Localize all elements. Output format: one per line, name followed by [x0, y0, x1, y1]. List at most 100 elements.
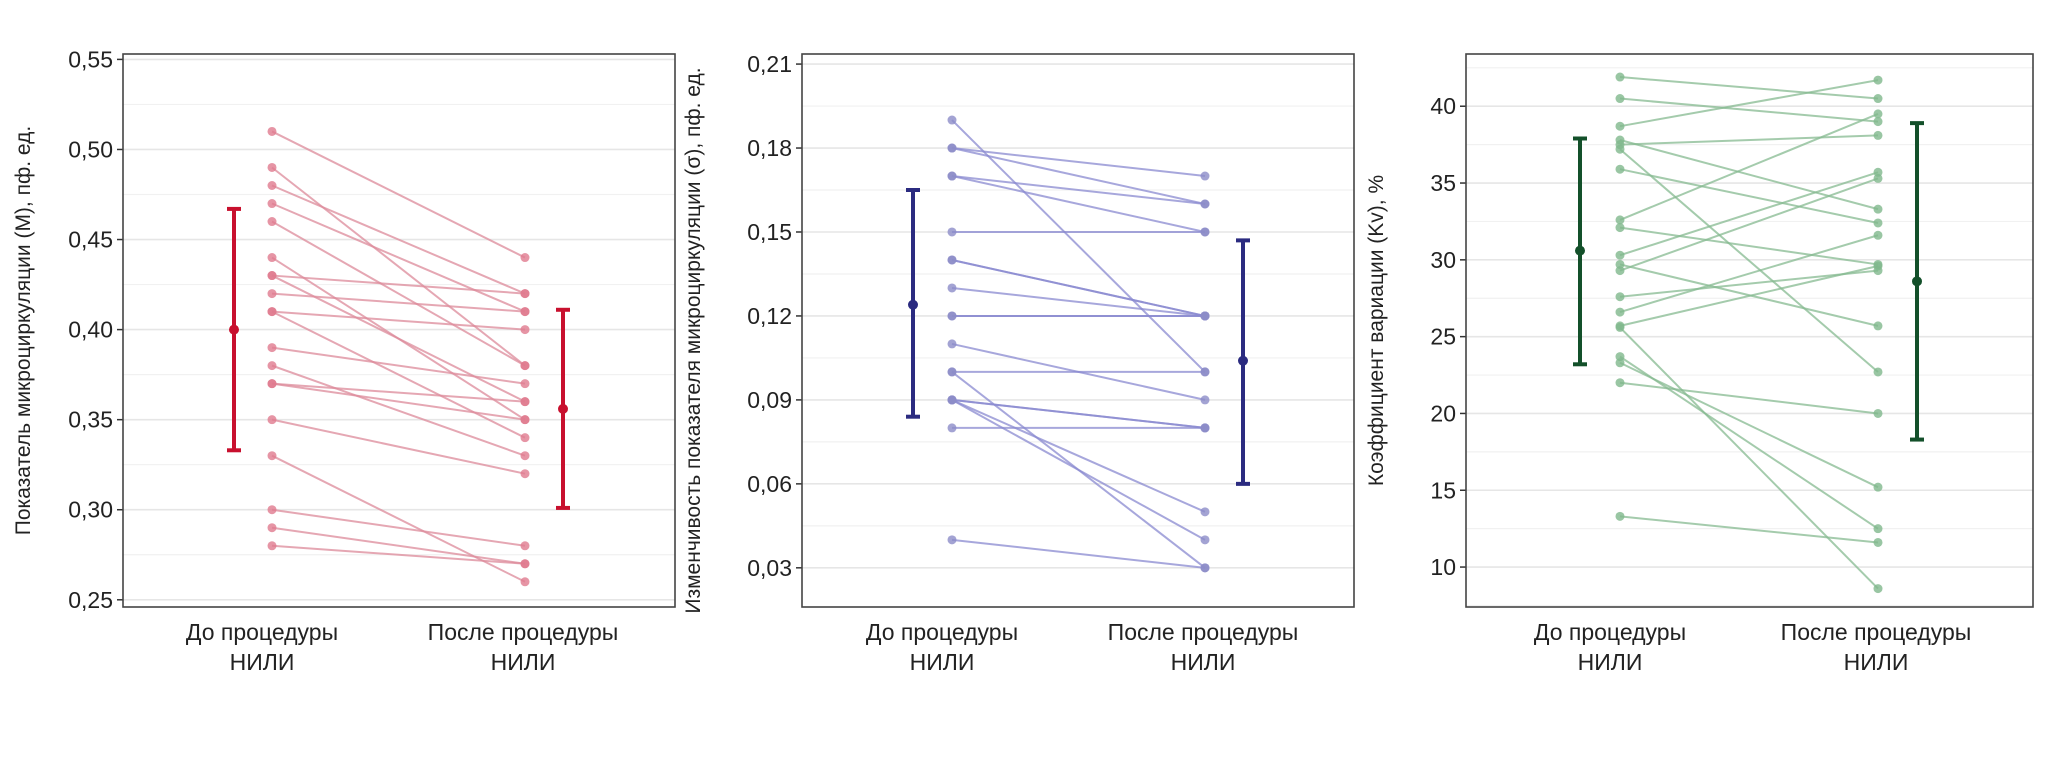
x-category-label: НИЛИ	[230, 649, 295, 675]
subject-line	[1619, 168, 1879, 224]
mean-point	[908, 299, 918, 310]
point-after	[1200, 563, 1210, 573]
subject-line	[1619, 112, 1879, 221]
point-before	[947, 367, 957, 377]
subject-line	[951, 398, 1206, 429]
point-before	[947, 283, 957, 293]
y-tick-label: 20	[1430, 400, 1456, 426]
y-tick-label: 30	[1430, 247, 1456, 273]
point-before	[267, 126, 277, 136]
point-after	[520, 469, 530, 479]
point-after	[1873, 204, 1883, 214]
subject-line	[1619, 79, 1879, 128]
subject-line	[271, 166, 526, 367]
point-after	[1200, 227, 1210, 237]
plot-frame	[801, 53, 1355, 608]
point-before	[947, 143, 957, 153]
point-after	[1873, 584, 1883, 594]
subject-line	[271, 202, 526, 313]
subject-line	[1619, 171, 1879, 257]
y-tick-label: 0,03	[747, 555, 792, 581]
y-tick-label: 0,06	[747, 471, 792, 497]
point-before	[267, 541, 277, 551]
point-before	[947, 339, 957, 349]
y-tick-label: 0,15	[747, 219, 792, 245]
point-before	[1615, 72, 1625, 82]
point-after	[1873, 173, 1883, 183]
plot-frame	[122, 53, 676, 608]
point-after	[1200, 507, 1210, 517]
point-before	[947, 255, 957, 265]
point-before	[267, 180, 277, 190]
y-tick-label: 0,30	[68, 497, 113, 523]
point-after	[1873, 367, 1883, 377]
point-before	[267, 343, 277, 353]
point-before	[947, 535, 957, 545]
point-after	[1200, 423, 1210, 433]
subject-line	[1619, 381, 1879, 415]
subject-line	[951, 399, 1206, 541]
point-after	[1873, 482, 1883, 492]
point-before	[947, 395, 957, 405]
point-after	[520, 361, 530, 371]
subject-line	[271, 382, 526, 403]
x-category-label: НИЛИ	[1578, 649, 1643, 675]
point-after	[1200, 367, 1210, 377]
point-before	[947, 423, 957, 433]
point-after	[1873, 218, 1883, 228]
x-category-label: До процедуры	[1534, 619, 1686, 645]
point-after	[1873, 75, 1883, 85]
point-before	[1615, 94, 1625, 104]
y-tick-label: 40	[1430, 93, 1456, 119]
mean-point	[558, 403, 568, 414]
point-before	[267, 271, 277, 281]
subject-line	[1619, 326, 1879, 590]
point-before	[267, 361, 277, 371]
subject-line	[1619, 234, 1879, 314]
subject-line	[271, 274, 526, 295]
point-before	[267, 307, 277, 317]
subject-line	[271, 130, 526, 259]
point-after	[520, 307, 530, 317]
point-before	[1615, 250, 1625, 260]
subject-line	[1619, 134, 1879, 146]
point-before	[1615, 358, 1625, 368]
point-before	[1615, 121, 1625, 131]
y-tick-label: 0,55	[68, 46, 113, 72]
point-after	[1873, 408, 1883, 418]
subject-line	[951, 286, 1206, 317]
subject-line	[951, 175, 1206, 233]
point-after	[520, 253, 530, 263]
point-before	[267, 253, 277, 263]
point-before	[267, 199, 277, 209]
y-tick-label: 35	[1430, 170, 1456, 196]
point-before	[947, 227, 957, 237]
point-before	[1615, 164, 1625, 174]
point-after	[520, 577, 530, 587]
y-tick-label: 0,12	[747, 303, 792, 329]
subject-line	[951, 258, 1206, 317]
point-after	[1873, 524, 1883, 534]
point-after	[1200, 199, 1210, 209]
x-category-label: НИЛИ	[1171, 649, 1236, 675]
point-after	[1200, 535, 1210, 545]
x-category-label: После процедуры	[1108, 619, 1299, 645]
subject-line	[271, 184, 526, 295]
point-before	[1615, 292, 1625, 302]
subject-line	[1619, 139, 1879, 211]
point-after	[520, 559, 530, 569]
subject-line	[951, 398, 1206, 513]
point-after	[520, 289, 530, 299]
point-before	[947, 115, 957, 125]
subject-line	[1619, 177, 1879, 272]
subject-line	[1619, 148, 1879, 373]
point-after	[1873, 117, 1883, 127]
subject-line	[271, 418, 526, 475]
y-tick-label: 0,18	[747, 135, 792, 161]
point-after	[1873, 94, 1883, 104]
point-before	[1615, 266, 1625, 276]
y-tick-label: 0,45	[68, 227, 113, 253]
subject-line	[271, 310, 526, 331]
subject-line	[271, 526, 526, 565]
